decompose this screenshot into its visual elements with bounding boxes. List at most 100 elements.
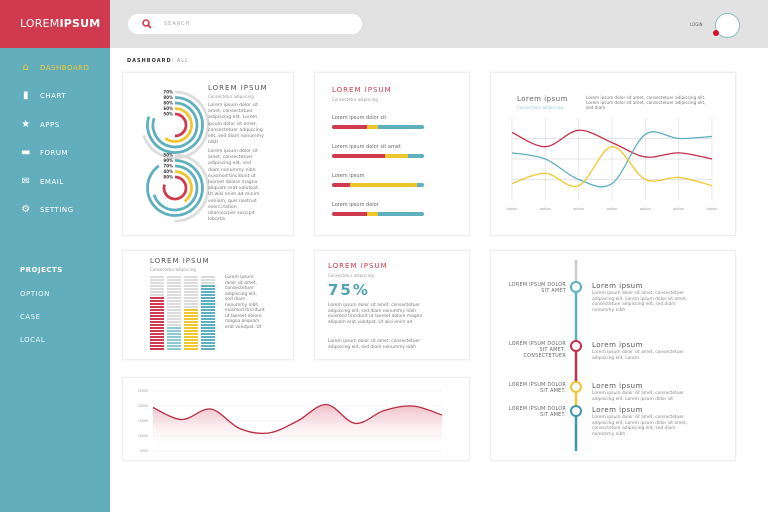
sidebar-item-apps[interactable]: ★ APPS (20, 119, 60, 130)
sidebar-item-label: FORUM (40, 148, 69, 157)
bar-segment (201, 282, 215, 284)
bar-segment (201, 303, 215, 305)
line-series (511, 129, 713, 160)
bar-segment (167, 348, 181, 350)
bar-segment (184, 306, 198, 308)
radial-percent: 70% (163, 164, 173, 169)
bar-segment (150, 339, 164, 341)
timeline-title: Lorem ipsum (592, 282, 643, 290)
kpi-text-2: Lorem ipsum dolor sit amet, consectetuer… (328, 339, 420, 350)
x-tick-label: option (640, 207, 651, 211)
bar-segment (167, 336, 181, 338)
line-chart: option option option option option option opti… (506, 118, 718, 211)
bar-segment (167, 309, 181, 311)
bar-segment (167, 345, 181, 347)
bar-segment (167, 303, 181, 305)
breadcrumb-all[interactable]: / ALL (171, 58, 189, 64)
radial-percent: 80% (163, 101, 173, 106)
timeline-node[interactable] (570, 381, 582, 393)
radial-title: LOREM IPSUM (208, 84, 268, 92)
projects-heading: PROJECTS (20, 266, 63, 274)
bar-segment (184, 318, 198, 320)
bar-segment (184, 285, 198, 287)
bar-segment (184, 321, 198, 323)
bar-segment (201, 294, 215, 296)
line-series (511, 146, 713, 188)
bar-segment (184, 279, 198, 281)
bar-segment (201, 318, 215, 320)
timeline-label: LOREM IPSUM DOLOR SIT AMET. (508, 383, 566, 394)
line-series (511, 131, 713, 188)
avatar[interactable] (715, 13, 740, 38)
search-input[interactable]: SEARCH (128, 14, 362, 34)
bar-segment (184, 297, 198, 299)
kpi-title: LOREM IPSUM (328, 262, 388, 270)
bar-segment (184, 291, 198, 293)
radial-charts: 70%80%80%60%50%50%90%70%40%80% (142, 90, 210, 223)
project-local[interactable]: LOCAL (20, 336, 46, 344)
bar-segment (167, 333, 181, 335)
radial-percent: 70% (163, 90, 173, 95)
bar-segment (167, 318, 181, 320)
bar-segment (150, 336, 164, 338)
radial-text-1: Lorem ipsum dolor sit amet, consectetuer… (208, 103, 264, 146)
timeline-text: Lorem ipsum dolor sit amet, consectetuer… (592, 291, 688, 313)
bar-segment (150, 327, 164, 329)
bar-segment (201, 336, 215, 338)
bar-segment (150, 306, 164, 308)
timeline-label: LOREM IPSUM DOLOR SIT AMET (508, 283, 566, 294)
bar-segment (184, 330, 198, 332)
y-tick-label: 20000 (138, 404, 148, 408)
sidebar-item-label: CHART (40, 91, 67, 100)
bar-segment (201, 309, 215, 311)
bar-segment (150, 333, 164, 335)
login-link[interactable]: LOGIN (690, 22, 703, 27)
bar-segment (167, 276, 181, 278)
bar-segment (150, 285, 164, 287)
bar-segment (167, 315, 181, 317)
timeline-text: Lorem ipsum dolor sit amet, consectetuer… (592, 415, 688, 437)
gear-icon: ⚙ (21, 204, 31, 215)
progress-bar (332, 212, 424, 216)
sidebar-item-forum[interactable]: ▬ FORUM (20, 147, 68, 158)
y-tick-label: 10000 (138, 434, 148, 438)
bar-segment (167, 297, 181, 299)
bar-segment (184, 333, 198, 335)
bar-segment (150, 303, 164, 305)
bar-segment (201, 348, 215, 350)
star-icon: ★ (21, 119, 31, 130)
radial-percent: 40% (163, 169, 173, 174)
timeline-node[interactable] (570, 340, 582, 352)
bar-segment (184, 342, 198, 344)
bar-segment (150, 312, 164, 314)
kpi-text-1: Lorem ipsum dolor sit amet, consectetuer… (328, 303, 423, 325)
bar-segment (201, 315, 215, 317)
progress-subtitle: Consectetur adipiscing (332, 97, 378, 102)
bar-segment (150, 345, 164, 347)
radial-percent: 60% (163, 106, 173, 111)
home-icon: ⌂ (22, 62, 30, 73)
sidebar-item-chart[interactable]: ▮ CHART (20, 90, 66, 101)
timeline-text: Lorem ipsum dolor sit amet, consectetuer… (592, 350, 684, 361)
sidebar-item-setting[interactable]: ⚙ SETTING (20, 204, 74, 215)
timeline-label: LOREM IPSUM DOLOR SIT AMET, CONSECTETUER (508, 342, 566, 359)
sidebar-item-dashboard[interactable]: ⌂ DASHBOARD (20, 62, 89, 73)
progress-label: Lorem ipsum (332, 173, 365, 179)
line-chart-title: Lorem ipsum (517, 95, 568, 103)
project-case[interactable]: CASE (20, 313, 41, 321)
project-option[interactable]: OPTION (20, 290, 50, 298)
brand-logo[interactable]: LOREMIPSUM (0, 0, 110, 48)
bar-segment (201, 345, 215, 347)
bar-segment (201, 306, 215, 308)
radial-ring (174, 112, 188, 138)
bar-segment (167, 342, 181, 344)
breadcrumb-dashboard[interactable]: DASHBOARD (127, 58, 172, 64)
bar-segment (201, 330, 215, 332)
timeline-node[interactable] (570, 281, 582, 293)
bar-chart-text: Lorem ipsum dolor sit amet, consectetuer… (225, 275, 265, 330)
bar-segment (167, 282, 181, 284)
progress-label: Lorem ipsum dolor sit amet (332, 144, 401, 150)
sidebar-item-email[interactable]: ✉ EMAIL (20, 176, 64, 187)
timeline-node[interactable] (570, 405, 582, 417)
area-chart: 25000 20000 15000 10000 5000 (138, 389, 443, 453)
